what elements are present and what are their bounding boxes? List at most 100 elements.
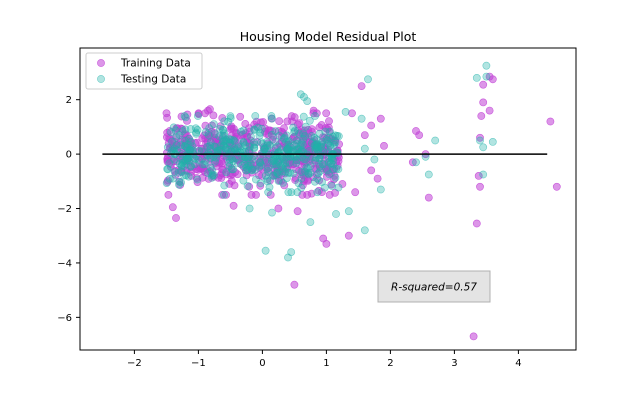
data-point [183,154,191,163]
data-point [220,137,229,145]
data-point [227,122,236,131]
data-point [163,165,172,173]
data-point [162,109,171,118]
legend: Training Data Testing Data [85,52,203,90]
legend-label-training: Training Data [120,58,191,70]
data-point [193,125,202,134]
data-point [300,132,309,140]
data-point [205,150,214,159]
data-point [289,146,298,154]
data-point [172,214,180,222]
data-point [241,120,250,128]
x-tick-label: 1 [323,358,329,369]
y-tick-label: −2 [57,204,72,215]
data-point [198,134,207,143]
data-point [209,111,218,120]
data-point [297,139,306,147]
data-point [265,183,274,192]
data-point [482,61,491,70]
data-point [251,112,260,120]
data-point [472,74,481,82]
x-tick-label: 3 [451,358,457,369]
data-point [284,188,293,197]
data-point [360,226,369,235]
data-point [239,126,248,135]
data-point [248,165,257,174]
data-point [267,130,276,139]
data-point [231,154,240,163]
data-point [164,190,173,199]
data-point [321,127,330,136]
data-point [469,332,478,341]
x-tick-label: 0 [259,358,265,369]
data-point [252,190,260,199]
data-point [315,154,324,163]
data-point [319,147,328,156]
data-point [312,135,321,144]
data-point [184,172,193,181]
data-point [278,153,287,162]
data-point [412,158,420,167]
data-point [250,140,259,149]
x-tick-label: 4 [515,358,521,369]
data-point [292,159,301,167]
data-point [344,231,353,240]
data-point [273,169,281,177]
data-point [262,147,270,156]
data-point [180,112,189,120]
data-point [314,169,323,178]
data-point [218,125,227,134]
data-point [181,113,190,122]
data-point [283,117,292,126]
y-tick-label: −6 [57,313,72,324]
data-point [325,190,334,199]
data-point [488,137,497,146]
data-point [256,179,265,188]
data-point [367,121,376,130]
data-point [218,190,227,199]
data-point [162,179,171,187]
data-point [175,180,183,189]
data-point [193,178,202,186]
data-point [280,181,289,190]
data-point [474,171,483,180]
data-point [328,132,337,141]
data-point [225,158,234,167]
data-point [479,170,488,179]
data-point [200,160,209,169]
x-tick-label: −2 [127,358,142,369]
data-point [317,142,326,151]
data-point [360,131,369,139]
data-point [287,112,296,121]
data-point [373,174,382,183]
data-point [477,112,486,120]
data-point [376,114,385,123]
data-point [320,183,329,192]
data-point [332,210,340,218]
data-point [360,144,369,153]
data-point [421,152,430,161]
data-point [178,127,187,136]
data-point [194,109,203,118]
data-point [226,135,235,144]
data-point [299,129,308,138]
points-layer [162,61,561,341]
data-point [290,128,298,136]
data-point [274,204,283,213]
data-point [287,248,296,256]
data-point [206,141,214,150]
data-point [268,208,276,217]
data-point [305,116,314,125]
data-point [296,90,305,99]
data-point [476,182,484,191]
data-point [357,114,366,123]
y-axis: −6 −4 −2 0 2 [57,95,80,324]
data-point [311,112,319,120]
data-point [251,165,259,174]
data-point [256,181,265,190]
data-point [479,98,488,107]
data-point [303,190,312,199]
data-point [261,156,270,165]
data-point [333,149,342,158]
